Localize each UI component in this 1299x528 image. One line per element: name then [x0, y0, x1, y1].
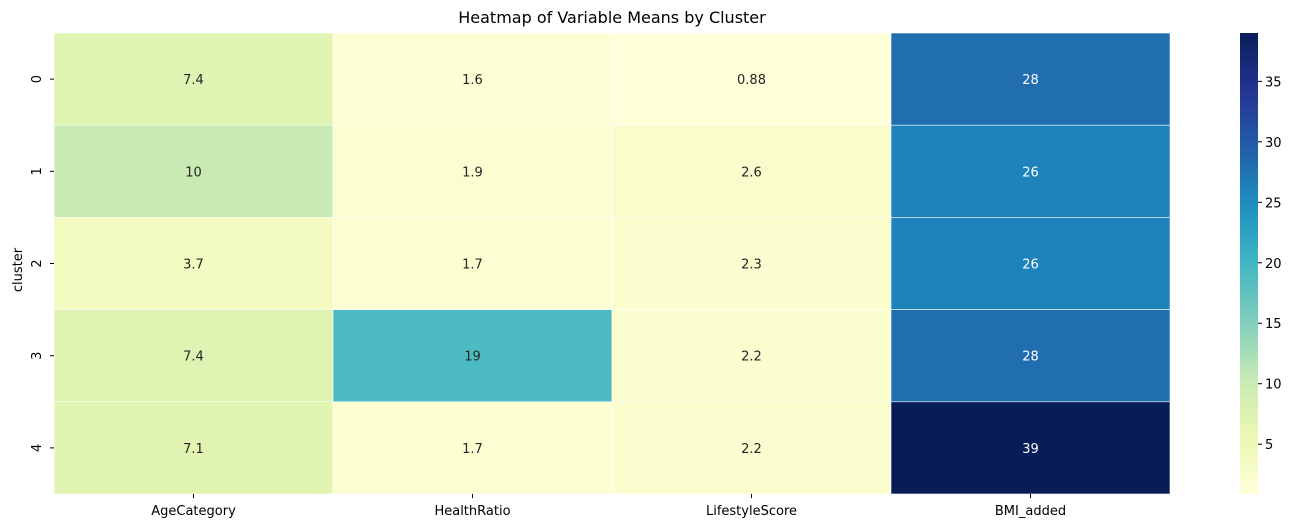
cell-value-label: 28	[1022, 73, 1039, 88]
colorbar: 5 10 15 20 25 30 35	[1240, 33, 1282, 494]
cell-value-label: 2.2	[741, 442, 762, 457]
heatmap-cell	[611, 401, 892, 495]
heatmap-cell	[332, 124, 613, 218]
heatmap-cell	[611, 124, 892, 218]
heatmap-cell	[332, 309, 613, 403]
colorbar-gradient	[1240, 33, 1258, 494]
x-tick-label: BMI_added	[995, 504, 1066, 519]
heatmap-cell	[890, 217, 1171, 310]
heatmap-cell	[332, 217, 613, 310]
cell-value-label: 3.7	[183, 258, 204, 273]
heatmap-cell	[332, 401, 613, 495]
cell-value-label: 2.2	[741, 350, 762, 365]
heatmap-cell	[890, 309, 1171, 403]
y-axis-label: cluster	[11, 247, 26, 292]
cell-value-label: 2.3	[741, 258, 762, 273]
heatmap-cell	[611, 309, 892, 403]
colorbar-tick-label: 5	[1265, 438, 1273, 453]
y-tick-label: 1	[30, 167, 45, 175]
y-tick-label: 2	[30, 259, 45, 267]
heatmap-cell	[332, 32, 613, 126]
heatmap-cells: 7.4 1.6 0.88 28 10 1.9 2.6 26 3.7 1.7 2.3 26 7.4 19 2.…	[53, 32, 1171, 495]
cell-value-label: 2.6	[741, 165, 762, 180]
heatmap-cell	[53, 124, 334, 218]
cell-value-label: 10	[185, 165, 202, 180]
colorbar-tick-label: 15	[1265, 317, 1282, 332]
cell-value-label: 1.7	[462, 258, 483, 273]
cell-value-label: 7.1	[183, 442, 204, 457]
cell-value-label: 0.88	[737, 73, 766, 88]
cell-value-label: 1.9	[462, 165, 483, 180]
heatmap-cell	[890, 124, 1171, 218]
x-axis-ticks: AgeCategory HealthRatio LifestyleScore BMI_…	[151, 494, 1066, 519]
heatmap-cell	[611, 32, 892, 126]
colorbar-tick-label: 10	[1265, 378, 1282, 393]
cell-value-label: 7.4	[183, 350, 204, 365]
cell-value-label: 1.7	[462, 442, 483, 457]
heatmap-cell	[53, 401, 334, 495]
colorbar-tick-label: 25	[1265, 196, 1282, 211]
y-tick-label: 4	[30, 444, 45, 452]
x-tick-label: AgeCategory	[151, 504, 236, 519]
colorbar-tick-label: 35	[1265, 75, 1282, 90]
x-tick-label: HealthRatio	[434, 504, 510, 519]
cell-value-label: 1.6	[462, 73, 483, 88]
cell-value-label: 39	[1022, 442, 1039, 457]
cell-value-label: 19	[464, 350, 481, 365]
x-tick-label: LifestyleScore	[706, 504, 797, 519]
y-tick-label: 0	[30, 75, 45, 83]
heatmap-cell	[890, 32, 1171, 126]
colorbar-tick-label: 30	[1265, 136, 1282, 151]
chart-title: Heatmap of Variable Means by Cluster	[458, 8, 766, 27]
cell-value-label: 7.4	[183, 73, 204, 88]
cell-value-label: 26	[1022, 165, 1039, 180]
cell-value-label: 28	[1022, 350, 1039, 365]
cell-value-label: 26	[1022, 258, 1039, 273]
colorbar-tick-label: 20	[1265, 257, 1282, 272]
heatmap-cell	[890, 401, 1171, 495]
y-axis-ticks: 0 1 2 3 4	[30, 75, 54, 452]
heatmap-cell	[53, 32, 334, 126]
y-tick-label: 3	[30, 352, 45, 360]
heatmap-cell	[53, 309, 334, 403]
